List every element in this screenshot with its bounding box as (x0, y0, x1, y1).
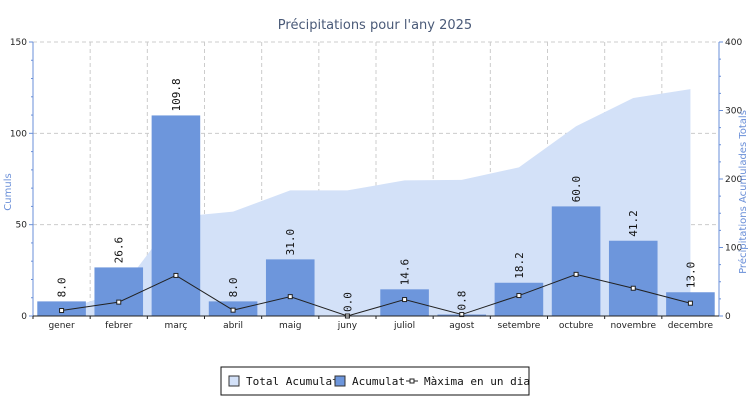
y-right-tick-label: 300 (725, 107, 742, 117)
y-right-tick-label: 400 (725, 38, 742, 48)
x-tick-label-agost: agost (449, 321, 474, 331)
x-tick-label-octubre: octubre (559, 321, 594, 331)
bar-series (37, 115, 715, 316)
bar-setembre (494, 282, 544, 316)
x-tick-label-novembre: novembre (610, 321, 656, 331)
data-label-agost: 0.8 (456, 291, 469, 311)
x-tick-label-maig: maig (279, 321, 302, 331)
marker-max-setembre (516, 293, 522, 299)
line-max-dia (61, 273, 691, 317)
x-tick-label-juliol: juliol (393, 321, 415, 331)
data-label-març: 109.8 (170, 78, 183, 111)
marker-max-agost (459, 312, 465, 318)
marker-max-març (173, 272, 179, 278)
bar-febrer (94, 267, 144, 316)
x-tick-label-gener: gener (48, 321, 74, 331)
data-label-gener: 8.0 (56, 278, 69, 298)
bar-maig (265, 259, 315, 316)
legend-label-max: Màxima en un dia (424, 375, 530, 388)
legend-swatch-acumulat (334, 375, 346, 387)
x-tick-label-setembre: setembre (498, 321, 541, 331)
data-label-febrer: 26.6 (113, 237, 126, 264)
y-right-tick-label: 200 (725, 175, 742, 185)
legend-marker-max (409, 378, 415, 384)
marker-max-maig (287, 294, 293, 300)
y-right-tick-label: 100 (725, 244, 742, 254)
marker-max-febrer (116, 299, 122, 305)
legend-box (220, 366, 530, 396)
legend-label-total-acumulat: Total Acumulat (246, 375, 339, 388)
data-label-abril: 8.0 (227, 278, 240, 298)
marker-max-novembre (630, 285, 636, 291)
total-area-series (61, 89, 691, 317)
x-tick-label-març: març (165, 321, 188, 331)
data-label-octubre: 60.0 (570, 176, 583, 203)
marker-max-gener (59, 308, 65, 314)
x-tick-label-decembre: decembre (668, 321, 714, 331)
data-label-novembre: 41.2 (627, 210, 640, 237)
area-total-acumulat (61, 89, 691, 317)
legend-swatch-total-acumulat (228, 375, 240, 387)
y-right-tick-label: 0 (725, 312, 731, 322)
x-tick-label-febrer: febrer (105, 321, 132, 331)
y-left-tick-label: 50 (16, 221, 28, 231)
marker-max-juliol (402, 297, 408, 303)
y-axis-left-label: Cumuls (3, 173, 14, 210)
x-tick-label-abril: abril (223, 321, 243, 331)
data-label-juliol: 14.6 (399, 259, 412, 286)
marker-max-octubre (573, 271, 579, 277)
data-label-setembre: 18.2 (513, 252, 526, 279)
y-left-tick-label: 0 (21, 312, 27, 322)
data-label-maig: 31.0 (284, 229, 297, 256)
y-left-tick-label: 150 (10, 38, 27, 48)
bar-juliol (380, 289, 429, 316)
axes: 0 50 100 150 0 100 200 300 400 gener febrer març abr… (10, 38, 743, 331)
data-label-decembre: 13.0 (684, 262, 697, 289)
y-axis-right-label: Précipitations Acumulades Totals (737, 110, 749, 274)
data-labels: 8.0 26.6 109.8 8.0 31.0 0.0 14.6 0.8 18.2 60.0 41.… (56, 78, 698, 312)
legend-label-acumulat: Acumulat (352, 375, 405, 388)
chart-title: Précipitations pour l'any 2025 (278, 18, 472, 33)
marker-max-decembre (687, 300, 693, 306)
data-label-juny: 0.0 (341, 292, 354, 312)
bar-novembre (608, 240, 658, 316)
legend: Total Acumulat Acumulat Màxima en un dia (220, 366, 530, 396)
x-tick-label-juny: juny (337, 321, 358, 331)
marker-max-abril (230, 307, 236, 313)
bar-octubre (551, 206, 601, 316)
y-left-tick-label: 100 (10, 129, 27, 139)
